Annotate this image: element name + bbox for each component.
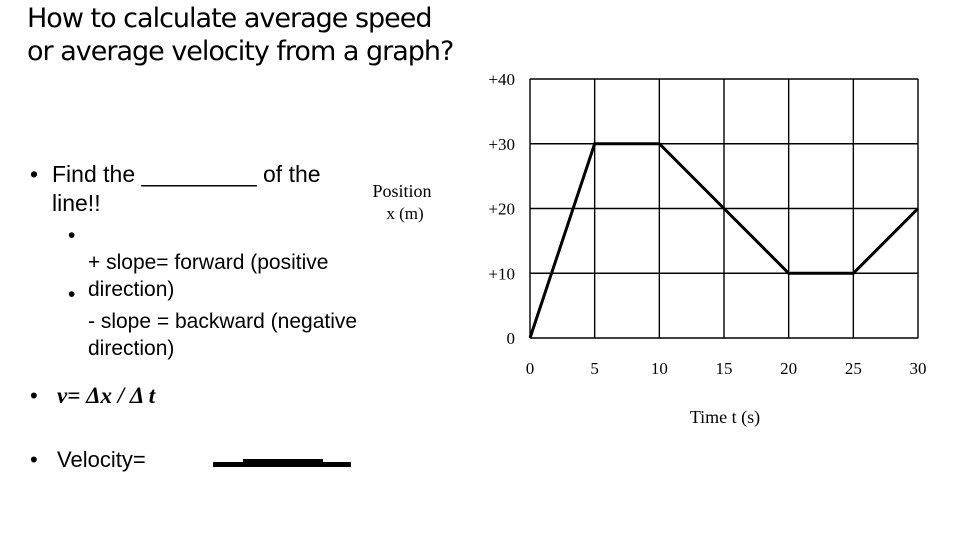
velocity-answer-line (213, 462, 351, 467)
bullet-icon: • (68, 224, 76, 247)
x-axis-label: Time t (s) (690, 407, 760, 428)
bullet-formula: • v= Δx / Δ t (30, 382, 155, 410)
y-tick-label: +40 (488, 70, 515, 89)
bullet-find-slope: • Find the _________ of the line!! (30, 160, 350, 218)
sub-bullet-negative-text: - slope = backward (negative direction) (88, 310, 358, 360)
velocity-answer-line-accent (243, 459, 323, 463)
bullet-velocity: • Velocity= (30, 446, 146, 474)
x-tick-label: 10 (651, 359, 668, 378)
bullet-icon: • (30, 383, 38, 408)
sub-bullet-positive: • + slope= forward (positive direction) (68, 222, 368, 303)
sub-bullet-negative: • - slope = backward (negative direction… (68, 281, 368, 362)
formula-text: v= Δx / Δ t (57, 383, 156, 408)
x-tick-label: 5 (590, 359, 599, 378)
y-tick-label: +30 (488, 135, 515, 154)
x-tick-label: 30 (910, 359, 927, 378)
x-tick-label: 15 (716, 359, 733, 378)
position-series-line (528, 142, 920, 339)
y-tick-label: +20 (488, 200, 515, 219)
chart-tick-labels: 0 5 10 15 20 25 30 0 +10 +20 +30 +40 (488, 70, 926, 378)
y-tick-label: 0 (507, 329, 516, 348)
x-tick-label: 0 (526, 359, 535, 378)
slide-title: How to calculate average speed or averag… (27, 3, 454, 67)
velocity-label: Velocity= (57, 447, 146, 472)
bullet-find-text: Find the _________ of the line!! (52, 161, 321, 216)
x-tick-label: 20 (780, 359, 797, 378)
x-tick-label: 25 (845, 359, 862, 378)
bullet-icon: • (30, 447, 38, 472)
y-tick-label: +10 (488, 264, 515, 283)
sub-bullet-positive-text: + slope= forward (positive direction) (88, 251, 329, 301)
y-axis-label-line-2: x (m) (386, 204, 423, 223)
bullet-icon: • (68, 283, 76, 306)
y-axis-label-line-1: Position (372, 181, 431, 201)
bullet-icon: • (30, 161, 39, 187)
